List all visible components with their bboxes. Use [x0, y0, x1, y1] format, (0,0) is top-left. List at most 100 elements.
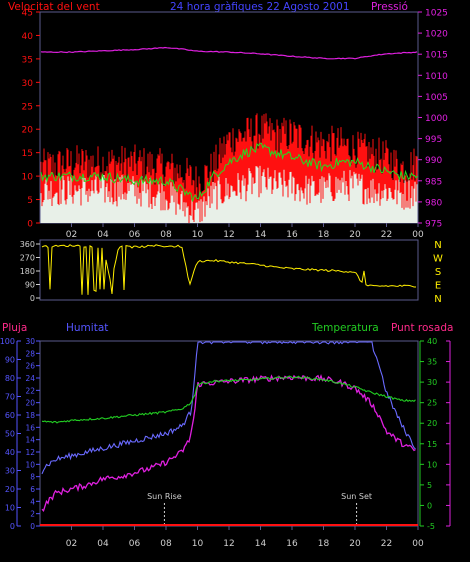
hour-tick-label: 20 — [349, 539, 361, 549]
rain-tick-label: 26 — [25, 362, 35, 371]
direction-tick-label: 90 — [25, 281, 35, 290]
rain-tick-label: 0 — [30, 522, 35, 531]
pressure-tick-label: 975 — [425, 220, 442, 230]
hour-tick-label: 22 — [381, 539, 392, 549]
hour-tick-label: 00 — [412, 230, 424, 240]
wind-speed-tick-label: 45 — [22, 9, 33, 19]
rain-tick-label: 4 — [30, 497, 35, 506]
rain-tick-label: 14 — [25, 436, 35, 445]
wind-direction-plot-area — [39, 239, 419, 301]
hour-tick-label: 16 — [286, 230, 298, 240]
chart-title: 24 hora gràfiques 22 Agosto 2001 — [170, 1, 350, 13]
sun-marker-label: Sun Set — [341, 492, 372, 501]
pressure-tick-label: 1000 — [425, 114, 448, 124]
compass-label: N — [434, 240, 441, 251]
hour-tick-label: 14 — [255, 539, 267, 549]
humidity-tick-label: 40 — [5, 448, 15, 457]
hour-tick-label: 18 — [318, 539, 330, 549]
wind-speed-tick-label: 5 — [27, 196, 33, 206]
hour-tick-label: 18 — [318, 230, 330, 240]
temperature-tick-label: 25 — [427, 399, 437, 408]
wind-hour-axis: 02 04 06 08 10 12 14 16 18 20 22 00 — [66, 223, 424, 240]
hour-tick-label: 10 — [192, 539, 204, 549]
rain-tick-label: 10 — [25, 460, 35, 469]
rain-tick-label: 2 — [30, 510, 35, 519]
direction-tick-label: 270 — [20, 254, 35, 263]
temperature-line — [41, 375, 416, 424]
hour-tick-label: 08 — [160, 230, 172, 240]
hour-tick-label: 16 — [286, 539, 298, 549]
rain-axis-label: Pluja — [2, 322, 27, 334]
humidity-tick-label: 0 — [10, 522, 15, 531]
rain-tick-label: 22 — [25, 386, 35, 395]
pressure-tick-label: 1020 — [425, 30, 448, 40]
hour-tick-label: 22 — [381, 230, 392, 240]
temperature-tick-label: 40 — [427, 337, 437, 346]
dew-point-axis-label: Punt rosada — [391, 322, 453, 334]
pressure-tick-label: 1005 — [425, 93, 448, 103]
direction-tick-label: 360 — [20, 240, 35, 249]
temperature-tick-label: 10 — [427, 460, 437, 469]
humidity-tick-label: 90 — [5, 356, 15, 365]
rain-tick-label: 30 — [25, 337, 35, 346]
wind-speed-tick-label: 0 — [27, 220, 33, 230]
hour-tick-label: 00 — [412, 539, 424, 549]
temperature-tick-label: 0 — [427, 501, 432, 510]
rain-tick-label: 16 — [25, 423, 35, 432]
wind-speed-tick-label: 40 — [22, 32, 34, 42]
pressure-tick-label: 1025 — [425, 9, 448, 19]
wind-direction-series — [41, 244, 416, 295]
wind-speed-tick-label: 30 — [22, 79, 34, 89]
humidity-tick-label: 60 — [5, 411, 15, 420]
wind-speed-axis-label: Velocitat del vent — [8, 1, 100, 13]
humidity-tick-label: 50 — [5, 430, 15, 439]
hour-tick-label: 14 — [255, 230, 267, 240]
hour-tick-label: 20 — [349, 230, 361, 240]
wind-speed-axis: 0 5 10 15 20 25 30 35 40 45 — [22, 9, 40, 230]
pressure-axis-label: Pressió — [371, 1, 408, 13]
hour-tick-label: 02 — [66, 230, 77, 240]
temperature-tick-label: 15 — [427, 440, 437, 449]
rain-tick-label: 6 — [30, 485, 35, 494]
wind-speed-tick-label: 10 — [22, 173, 34, 183]
rain-tick-label: 18 — [25, 411, 35, 420]
wind-speed-tick-label: 25 — [22, 102, 33, 112]
wind-speed-tick-label: 35 — [22, 55, 33, 65]
humidity-temperature-axes: 0102030405060708090100024681012141618202… — [0, 337, 451, 531]
wind-speed-tick-label: 15 — [22, 149, 33, 159]
hour-tick-label: 04 — [97, 230, 109, 240]
sun-marker-label: Sun Rise — [147, 492, 182, 501]
humidity-temperature-series — [40, 341, 418, 526]
wind-direction-line — [41, 244, 416, 295]
hour-tick-label: 12 — [223, 230, 234, 240]
hour-tick-label: 10 — [192, 230, 204, 240]
pressure-tick-label: 995 — [425, 135, 442, 145]
hour-tick-label: 12 — [223, 539, 234, 549]
compass-label: N — [434, 294, 441, 305]
direction-tick-label: 180 — [20, 267, 35, 276]
compass-label: S — [435, 267, 441, 278]
humidity-axis-label: Humitat — [66, 322, 108, 334]
pressure-tick-label: 1010 — [425, 72, 448, 82]
humidity-line — [41, 341, 416, 475]
temperature-tick-label: 35 — [427, 358, 437, 367]
hour-tick-label: 06 — [129, 230, 141, 240]
hour-tick-label: 02 — [66, 539, 77, 549]
wind-direction-axis: 0 90 180 270 360 — [20, 240, 40, 303]
humidity-tick-label: 100 — [0, 337, 15, 346]
hour-tick-label: 08 — [160, 539, 172, 549]
pressure-tick-label: 990 — [425, 156, 442, 166]
humidity-tick-label: 10 — [5, 504, 15, 513]
direction-tick-label: 0 — [30, 294, 35, 303]
pressure-tick-label: 1015 — [425, 51, 448, 61]
wind-speed-tick-label: 20 — [22, 126, 34, 136]
temperature-tick-label: -5 — [427, 522, 435, 531]
rain-tick-label: 24 — [25, 374, 35, 383]
rain-tick-label: 8 — [30, 473, 35, 482]
temperature-tick-label: 20 — [427, 419, 437, 428]
compass-label: W — [433, 254, 443, 265]
hour-tick-label: 06 — [129, 539, 141, 549]
temperature-tick-label: 5 — [427, 481, 432, 490]
